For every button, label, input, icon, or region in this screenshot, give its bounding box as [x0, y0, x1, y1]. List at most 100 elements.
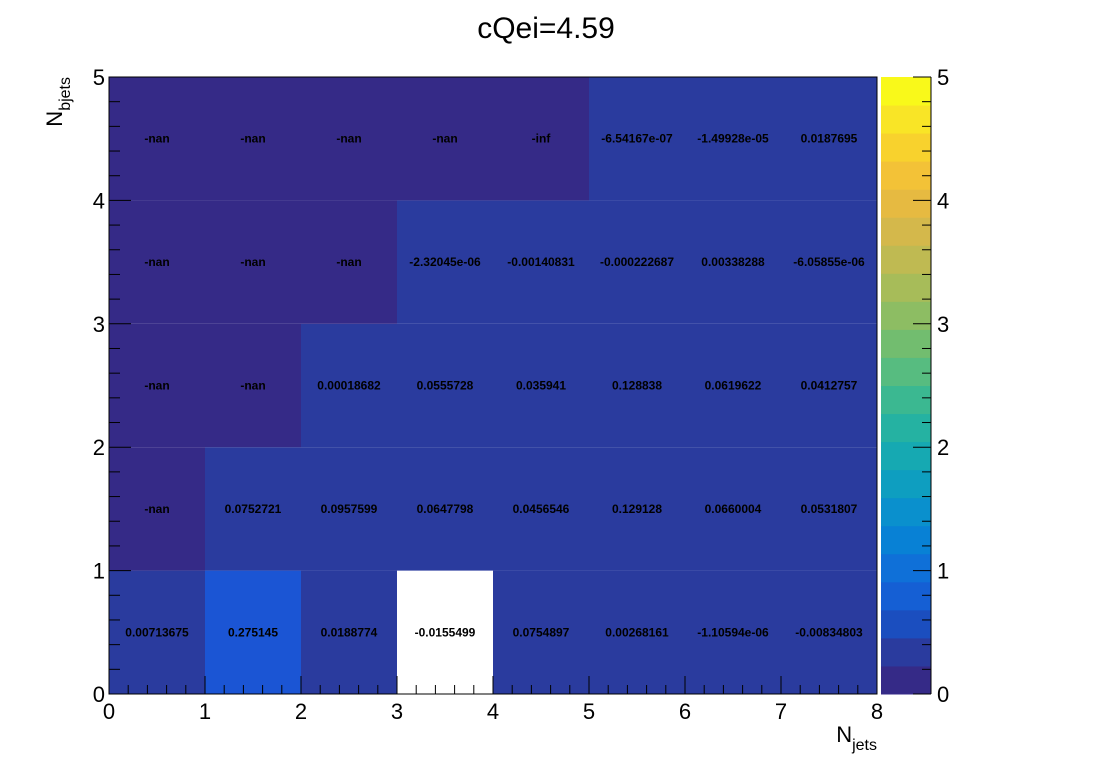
x-tick-label: 3	[391, 699, 403, 724]
cell-value-label: -nan	[336, 255, 361, 269]
color-scale-bar	[881, 77, 931, 695]
heatmap-cell	[205, 570, 301, 694]
colorbar-segment	[881, 665, 931, 695]
color-scale-axis: 0 1 2 3 4 5	[913, 65, 949, 707]
cell-value-label: -1.10594e-06	[697, 625, 769, 639]
cell-value-label: 0.0754897	[513, 625, 570, 639]
cell-value-label: 0.00338288	[701, 255, 765, 269]
cell-value-label: -0.000222687	[600, 255, 674, 269]
cell-value-label: -nan	[240, 255, 265, 269]
heatmap-cell	[109, 570, 205, 694]
colorbar-tick-label: 3	[937, 312, 949, 337]
cell-value-label: 0.0412757	[801, 379, 858, 393]
cell-value-label: -nan	[240, 132, 265, 146]
cell-value-label: -nan	[144, 132, 169, 146]
cell-value-label: 0.128838	[612, 379, 662, 393]
heatmap-cell	[685, 447, 781, 571]
heatmap-cell	[397, 323, 493, 448]
heatmap-cell	[205, 200, 301, 324]
colorbar-segment	[881, 553, 931, 583]
cell-value-label: 0.275145	[228, 625, 278, 639]
x-tick-label: 0	[103, 699, 115, 724]
cell-value-label: -nan	[144, 502, 169, 516]
cell-value-label: 0.0188774	[321, 625, 378, 639]
x-tick-label: 6	[679, 699, 691, 724]
heatmap-cell	[109, 77, 205, 201]
cell-value-label: -nan	[432, 132, 457, 146]
heatmap-cell	[493, 447, 589, 571]
cell-value-label: -0.00834803	[795, 625, 863, 639]
heatmap-cell	[493, 77, 589, 201]
heatmap-cell	[205, 447, 301, 571]
heatmap-cell	[781, 77, 877, 201]
y-tick-label: 5	[93, 65, 105, 90]
cell-value-label: -nan	[336, 132, 361, 146]
heatmap-cell	[301, 570, 397, 694]
heatmap-cell	[685, 77, 781, 201]
heatmap-cell	[589, 77, 685, 201]
heatmap-cell	[589, 570, 685, 694]
x-tick-label: 4	[487, 699, 499, 724]
cell-value-label: -6.05855e-06	[793, 255, 865, 269]
colorbar-segment	[881, 525, 931, 555]
cell-value-label: -nan	[144, 379, 169, 393]
heatmap-cell	[493, 323, 589, 448]
heatmap-cell	[109, 323, 205, 448]
y-tick-label: 1	[93, 559, 105, 584]
cell-value-label: -6.54167e-07	[601, 132, 673, 146]
colorbar-segment	[881, 413, 931, 443]
x-tick-label: 1	[199, 699, 211, 724]
heatmap-cell	[301, 77, 397, 201]
cell-value-label: 0.00268161	[605, 625, 669, 639]
colorbar-tick-label: 1	[937, 559, 949, 584]
cell-value-label: 0.0660004	[705, 502, 762, 516]
colorbar-segment	[881, 329, 931, 358]
colorbar-segment	[881, 581, 931, 611]
heatmap-cell	[301, 323, 397, 448]
heatmap-cell	[781, 200, 877, 324]
heatmap-cell	[109, 200, 205, 324]
heatmap-cell	[493, 570, 589, 694]
colorbar-segment	[881, 301, 931, 330]
y-axis-label-sub: bjets	[57, 77, 74, 111]
cell-value-label: 0.0619622	[705, 379, 762, 393]
heatmap-cell	[397, 570, 493, 694]
heatmap-cell	[781, 570, 877, 694]
heatmap-cell	[109, 447, 205, 571]
heatmap-cell	[397, 200, 493, 324]
colorbar-segment	[881, 77, 931, 106]
cell-value-label: 0.00713675	[125, 625, 189, 639]
heatmap-cells	[109, 77, 877, 694]
cell-value-label: 0.0531807	[801, 502, 858, 516]
y-axis: 0 1 2 3 4 5	[93, 65, 131, 707]
heatmap-cell	[397, 447, 493, 571]
x-tick-label: 5	[583, 699, 595, 724]
colorbar-segment	[881, 189, 931, 218]
heatmap-cell	[589, 447, 685, 571]
colorbar-segment	[881, 217, 931, 246]
x-axis-label: Njets	[836, 722, 877, 754]
x-axis-label-main: N	[836, 722, 852, 747]
cell-value-label: -inf	[532, 132, 552, 146]
cell-value-label: 0.0456546	[513, 502, 570, 516]
colorbar-tick-label: 2	[937, 435, 949, 460]
y-tick-label: 0	[93, 682, 105, 707]
x-tick-label: 8	[871, 699, 883, 724]
cell-value-label: -nan	[240, 379, 265, 393]
cell-value-labels: 0.00713675 0.275145 0.0188774 -0.0155499 0.0…	[125, 132, 865, 640]
colorbar-segment	[881, 469, 931, 499]
colorbar-tick-label: 4	[937, 188, 949, 213]
cell-value-label: -1.49928e-05	[697, 132, 769, 146]
colorbar-segment	[881, 133, 931, 162]
colorbar-segment	[881, 105, 931, 134]
y-axis-label: Nbjets	[42, 77, 74, 127]
y-axis-label-main: N	[42, 111, 67, 127]
colorbar-segment	[881, 441, 931, 471]
x-axis-label-sub: jets	[851, 737, 877, 754]
cell-value-label: 0.0647798	[417, 502, 474, 516]
cell-value-label: 0.0187695	[801, 132, 858, 146]
heatmap-cell	[301, 200, 397, 324]
heatmap-cell	[781, 447, 877, 571]
cell-value-label: 0.035941	[516, 379, 566, 393]
